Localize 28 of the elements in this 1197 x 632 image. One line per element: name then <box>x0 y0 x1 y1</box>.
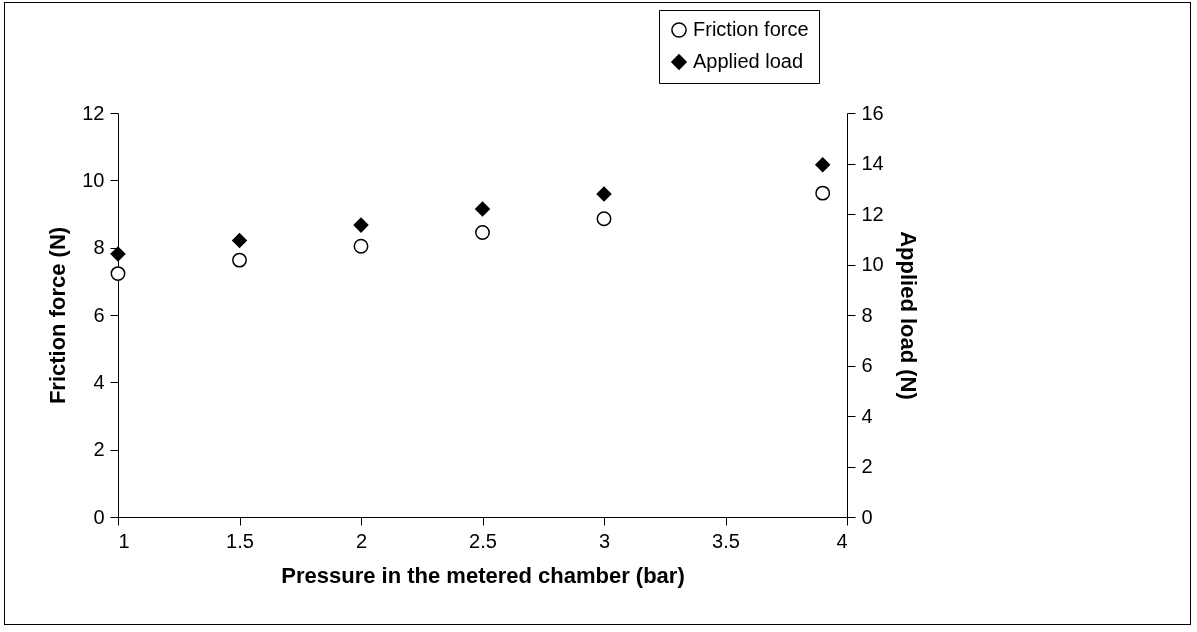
y-tick-label: 2 <box>93 438 105 461</box>
y-tick-label: 4 <box>93 370 105 393</box>
y2-tick-label: 16 <box>861 101 884 124</box>
x-tick-label: 1.5 <box>226 529 254 552</box>
y-axis-title: Friction force (N) <box>45 226 71 405</box>
x-axis-title: Pressure in the metered chamber (bar) <box>281 562 685 588</box>
y2-tick-label: 2 <box>861 455 873 477</box>
y2-tick-label: 6 <box>861 354 873 376</box>
x-tick-label: 2 <box>355 529 368 552</box>
y-tick-label: 10 <box>82 168 105 191</box>
y2-axis-title: Applied load (N) <box>895 231 921 400</box>
y2-tick-label: 10 <box>861 253 884 275</box>
y2-tick-label: 4 <box>861 404 873 427</box>
y-tick-label: 12 <box>82 101 105 124</box>
y-tick-label: 8 <box>93 236 105 259</box>
x-tick-label: 1 <box>118 529 130 552</box>
y2-tick-label: 14 <box>861 152 884 174</box>
legend-label: Applied load <box>693 50 804 72</box>
y2-tick-label: 8 <box>861 303 873 326</box>
y2-tick-label: 12 <box>861 202 884 225</box>
x-tick-label: 3 <box>598 529 611 552</box>
x-tick-label: 3.5 <box>712 529 740 552</box>
y2-tick-label: 0 <box>861 505 873 528</box>
y-tick-label: 0 <box>93 505 105 528</box>
x-tick-label: 4 <box>836 529 848 552</box>
x-tick-label: 2.5 <box>469 529 497 552</box>
legend-label: Friction force <box>693 18 809 40</box>
y-tick-label: 6 <box>93 303 105 326</box>
